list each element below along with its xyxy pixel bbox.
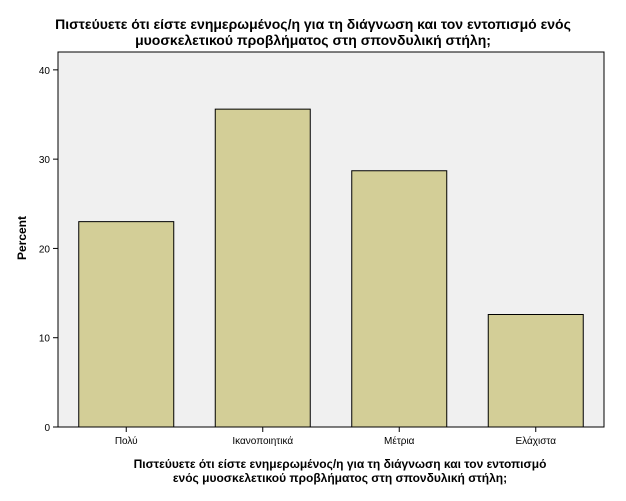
x-axis-label-line-1: Πιστεύυετε ότι είστε ενημερωμένος/η για … xyxy=(133,457,547,471)
y-tick-label-3: 30 xyxy=(39,155,51,166)
x-tick-label-2: Μέτρια xyxy=(384,435,415,447)
x-tick-label-3: Ελάχιστα xyxy=(515,435,556,447)
chart-title-line-2: μυοσκελετικού προβλήματος στη σπονδυλική… xyxy=(135,32,491,48)
bar-3 xyxy=(487,314,584,428)
y-tick-label-2: 20 xyxy=(39,244,51,255)
bar-0 xyxy=(78,221,175,428)
chart-title-line-1: Πιστεύυετε ότι είστε ενημερωμένος/η για … xyxy=(55,16,571,32)
y-tick-label-0: 0 xyxy=(44,423,50,434)
y-tick-label-4: 40 xyxy=(39,66,51,77)
chart-title: Πιστεύυετε ότι είστε ενημερωμένος/η για … xyxy=(0,16,626,48)
bar-2 xyxy=(351,170,448,428)
y-axis-label: Percent xyxy=(15,216,29,260)
y-tick-label-1: 10 xyxy=(39,334,51,345)
bar-1 xyxy=(214,108,311,428)
x-tick-label-0: Πολύ xyxy=(115,435,138,447)
x-tick-label-1: Ικανοποιητικά xyxy=(232,435,293,447)
x-axis-label-line-2: ενός μυοσκελετικού προβλήματος στη σπονδ… xyxy=(172,471,508,485)
x-axis-label: Πιστεύυετε ότι είστε ενημερωμένος/η για … xyxy=(0,457,626,485)
